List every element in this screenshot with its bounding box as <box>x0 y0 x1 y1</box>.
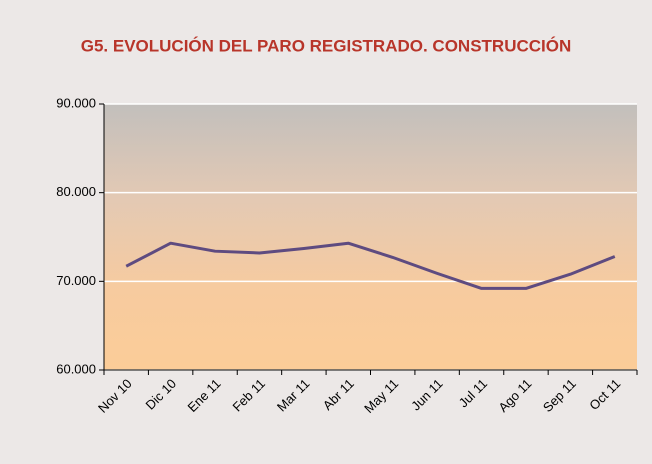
y-tick-label: 70.000 <box>56 273 96 288</box>
data-line <box>125 241 616 290</box>
y-tick-label: 60.000 <box>56 361 96 376</box>
y-tick-label: 90.000 <box>56 95 96 110</box>
plot-area <box>104 104 637 370</box>
y-tick-label: 80.000 <box>56 184 96 199</box>
chart-title: G5. EVOLUCIÓN DEL PARO REGISTRADO. CONST… <box>81 36 572 55</box>
